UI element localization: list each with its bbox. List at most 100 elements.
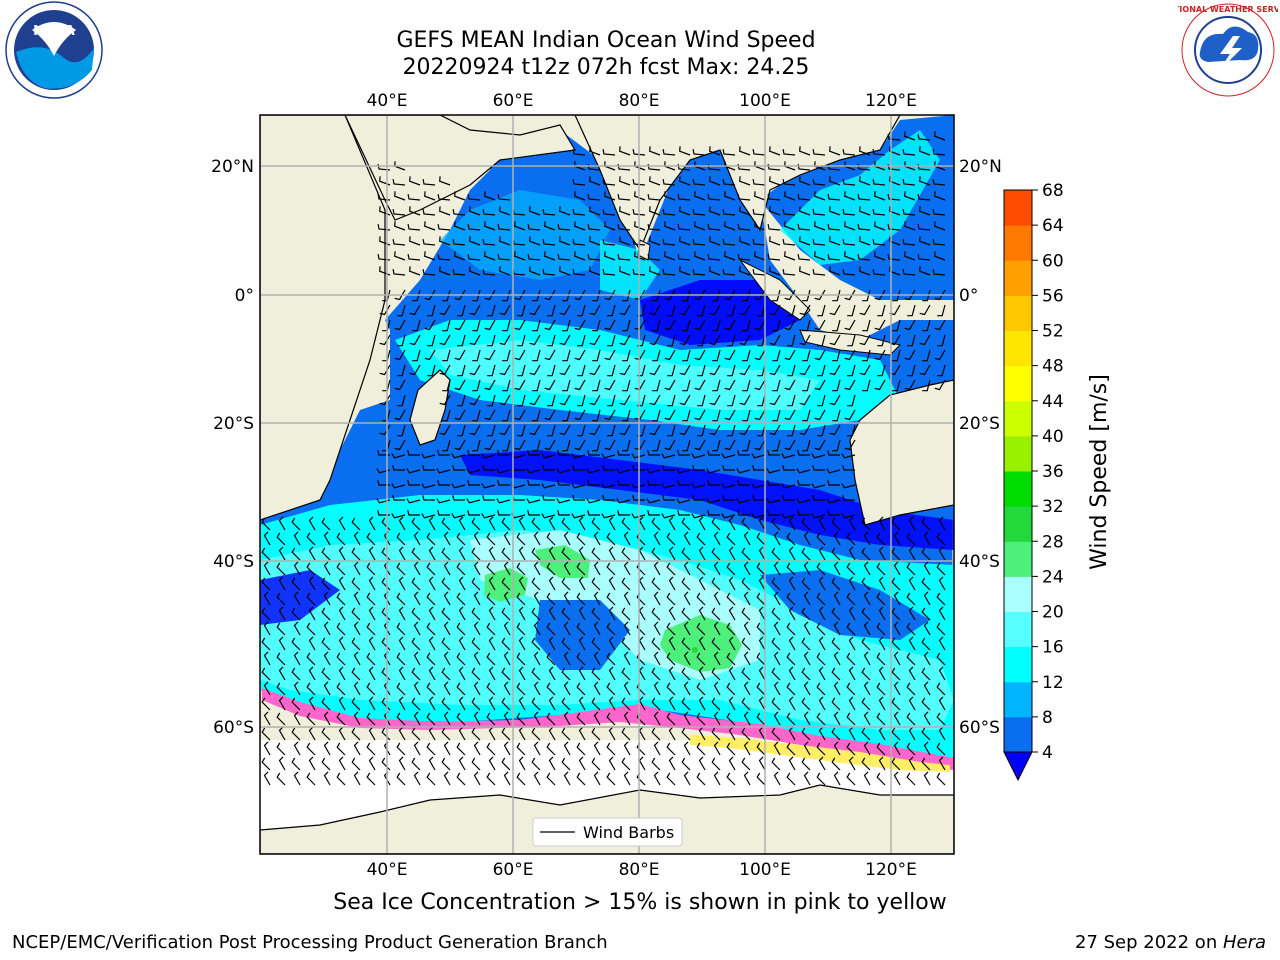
wind-barb <box>737 480 750 486</box>
wind-barb <box>368 726 376 741</box>
wind-barb <box>412 289 421 302</box>
wind-barb <box>607 394 616 407</box>
wind-barb <box>683 531 691 546</box>
wind-barb <box>562 289 571 302</box>
wind-barb <box>833 711 841 726</box>
wind-barb <box>541 453 556 459</box>
wind-barb <box>877 304 886 317</box>
wind-barb <box>758 666 766 681</box>
noaa-logo-text: NOAA <box>33 24 75 39</box>
wind-barb <box>278 756 286 771</box>
wind-barb <box>841 483 856 489</box>
wind-barb <box>769 364 781 376</box>
wind-barb <box>413 711 421 726</box>
wind-barb <box>454 349 466 361</box>
wind-barb <box>623 531 631 546</box>
wind-barb <box>469 206 481 216</box>
wind-barb <box>436 498 451 504</box>
wind-barb <box>366 682 376 696</box>
wind-barb <box>938 666 946 681</box>
wind-barb <box>578 606 586 621</box>
wind-barb <box>531 577 541 591</box>
wind-barb <box>904 289 916 301</box>
wind-barb <box>559 206 571 216</box>
wind-barb <box>391 513 406 519</box>
wind-barb <box>922 349 931 362</box>
wind-barb <box>844 251 856 261</box>
wind-barb <box>816 562 826 576</box>
wind-barb <box>829 176 841 186</box>
wind-barb <box>488 516 496 531</box>
wind-barb <box>608 666 616 681</box>
wind-barb <box>797 223 811 231</box>
caption: Sea Ice Concentration > 15% is shown in … <box>333 890 947 915</box>
wind-barb <box>487 364 496 377</box>
wind-barb <box>647 223 661 231</box>
wind-barb <box>452 208 466 216</box>
wind-barb <box>666 622 676 636</box>
colorbar-swatch <box>1004 400 1032 437</box>
wind-barb <box>772 289 781 302</box>
wind-barb <box>861 547 871 561</box>
wind-barb <box>501 727 511 741</box>
wind-barb <box>758 546 766 561</box>
wind-barb <box>608 726 616 741</box>
wind-barb <box>293 741 301 756</box>
wind-barb <box>291 577 301 591</box>
wind-barb <box>934 349 946 361</box>
wind-barb <box>713 681 721 696</box>
wind-barb <box>938 756 946 771</box>
wind-barb <box>756 562 766 576</box>
wind-barb <box>771 547 781 561</box>
wind-barb <box>518 606 526 621</box>
arabia-land <box>344 115 576 221</box>
wind-barb <box>394 439 406 451</box>
colorbar-tick-label: 44 <box>1042 392 1064 412</box>
wind-barb <box>756 652 766 666</box>
wind-barb <box>892 289 901 302</box>
wind-barb <box>368 636 376 651</box>
wind-barb <box>546 742 556 756</box>
wind-barb <box>398 756 406 771</box>
wind-barb <box>353 591 361 606</box>
wind-barb <box>563 591 571 606</box>
wind-barb <box>736 498 751 504</box>
wind-barb <box>608 696 616 711</box>
wind-barb <box>602 465 615 471</box>
wind-barb <box>407 510 420 516</box>
wind-barb <box>936 622 946 636</box>
wind-barb <box>621 727 631 741</box>
wind-barb <box>934 191 946 201</box>
wind-barb <box>872 238 886 246</box>
wind-barb <box>859 266 871 276</box>
wind-barb <box>501 757 511 771</box>
wind-barb <box>424 319 436 331</box>
wind-barb <box>857 223 871 231</box>
wind-barb <box>531 517 541 531</box>
wind-barb <box>697 304 706 317</box>
wind-barb <box>767 193 781 201</box>
wind-barb <box>726 712 736 726</box>
wind-barb <box>872 178 886 186</box>
wind-barb <box>681 517 691 531</box>
wind-barb <box>921 727 931 741</box>
wind-barb <box>847 424 856 437</box>
wind-barb <box>814 409 826 421</box>
africa-land <box>260 115 386 521</box>
wind-barb <box>394 221 406 231</box>
wind-barb <box>938 696 946 711</box>
wind-barb <box>872 148 886 156</box>
wind-barb <box>906 712 916 726</box>
wind-barb <box>559 394 571 406</box>
wind-barb <box>727 334 736 347</box>
wind-barb <box>593 711 601 726</box>
wind-barb <box>589 146 601 156</box>
wind-barb <box>496 468 511 474</box>
wind-barb <box>501 517 511 531</box>
wind-barb <box>666 742 676 756</box>
wind-barb <box>722 238 736 246</box>
wind-barb <box>466 498 481 504</box>
wind-barb <box>293 621 301 636</box>
wind-barb <box>602 148 616 156</box>
wind-barb <box>308 666 316 681</box>
